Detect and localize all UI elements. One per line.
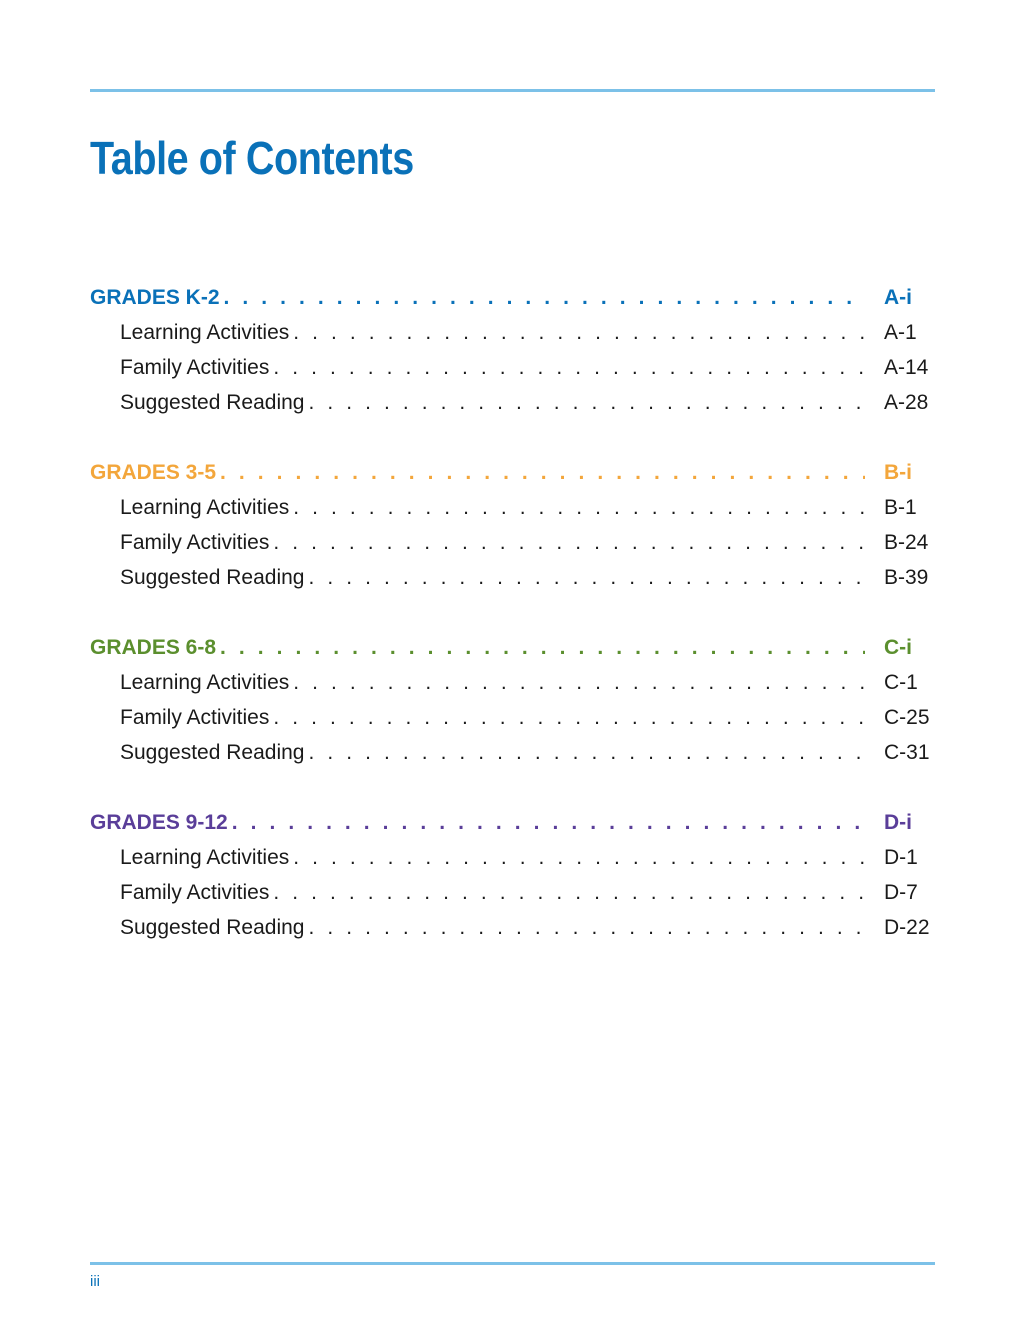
toc-page-number: D-i bbox=[884, 811, 912, 834]
toc-page-number: C-i bbox=[884, 636, 912, 659]
dot-leader bbox=[220, 630, 865, 665]
toc-heading-label: GRADES 9-12 bbox=[90, 811, 228, 834]
toc-entry-label: Suggested Reading bbox=[120, 566, 305, 589]
bottom-rule bbox=[90, 1262, 935, 1265]
toc-page-number: C-1 bbox=[884, 671, 918, 694]
toc-entry-family-activities[interactable]: Family Activities B-24 bbox=[90, 525, 935, 560]
dot-leader bbox=[273, 525, 865, 560]
dot-leader bbox=[293, 490, 865, 525]
toc-entry-label: Learning Activities bbox=[120, 671, 290, 694]
dot-leader bbox=[293, 665, 865, 700]
table-of-contents: GRADES K-2 A-i Learning Activities A-1 F… bbox=[90, 280, 935, 980]
toc-entry-suggested-reading[interactable]: Suggested Reading D-22 bbox=[90, 910, 935, 945]
toc-page-number: C-25 bbox=[884, 706, 930, 729]
page-folio: iii bbox=[90, 1273, 100, 1290]
toc-page-number: D-22 bbox=[884, 916, 930, 939]
toc-entry-label: Learning Activities bbox=[120, 846, 290, 869]
toc-entry-suggested-reading[interactable]: Suggested Reading C-31 bbox=[90, 735, 935, 770]
toc-entry-label: Family Activities bbox=[120, 881, 270, 904]
toc-entry-learning-activities[interactable]: Learning Activities B-1 bbox=[90, 490, 935, 525]
dot-leader bbox=[273, 700, 865, 735]
toc-entry-label: Suggested Reading bbox=[120, 916, 305, 939]
toc-entry-suggested-reading[interactable]: Suggested Reading A-28 bbox=[90, 385, 935, 420]
dot-leader bbox=[273, 350, 865, 385]
toc-entry-family-activities[interactable]: Family Activities A-14 bbox=[90, 350, 935, 385]
dot-leader bbox=[293, 315, 865, 350]
toc-page-number: A-14 bbox=[884, 356, 929, 379]
toc-entry-label: Family Activities bbox=[120, 706, 270, 729]
toc-heading-grades-k2[interactable]: GRADES K-2 A-i bbox=[90, 280, 935, 315]
toc-heading-label: GRADES 6-8 bbox=[90, 636, 217, 659]
toc-page-number: B-i bbox=[884, 461, 912, 484]
toc-page-number: B-24 bbox=[884, 531, 929, 554]
toc-entry-label: Suggested Reading bbox=[120, 741, 305, 764]
toc-page-number: A-1 bbox=[884, 321, 917, 344]
toc-page-number: B-1 bbox=[884, 496, 917, 519]
toc-page-number: C-31 bbox=[884, 741, 930, 764]
toc-entry-label: Learning Activities bbox=[120, 321, 290, 344]
toc-page-number: A-28 bbox=[884, 391, 929, 414]
dot-leader bbox=[220, 455, 865, 490]
toc-heading-grades-6-8[interactable]: GRADES 6-8 C-i bbox=[90, 630, 935, 665]
toc-page-number: B-39 bbox=[884, 566, 929, 589]
dot-leader bbox=[308, 385, 865, 420]
toc-section-grades-9-12: GRADES 9-12 D-i Learning Activities D-1 … bbox=[90, 805, 935, 945]
toc-entry-suggested-reading[interactable]: Suggested Reading B-39 bbox=[90, 560, 935, 595]
toc-heading-label: GRADES K-2 bbox=[90, 286, 220, 309]
dot-leader bbox=[308, 735, 865, 770]
toc-page-number: D-1 bbox=[884, 846, 918, 869]
toc-entry-label: Family Activities bbox=[120, 531, 270, 554]
dot-leader bbox=[273, 875, 865, 910]
toc-entry-label: Learning Activities bbox=[120, 496, 290, 519]
toc-heading-grades-9-12[interactable]: GRADES 9-12 D-i bbox=[90, 805, 935, 840]
toc-section-grades-6-8: GRADES 6-8 C-i Learning Activities C-1 F… bbox=[90, 630, 935, 770]
toc-entry-label: Suggested Reading bbox=[120, 391, 305, 414]
toc-entry-learning-activities[interactable]: Learning Activities C-1 bbox=[90, 665, 935, 700]
toc-page-number: A-i bbox=[884, 286, 912, 309]
dot-leader bbox=[308, 560, 865, 595]
dot-leader bbox=[308, 910, 865, 945]
dot-leader bbox=[293, 840, 865, 875]
toc-heading-label: GRADES 3-5 bbox=[90, 461, 217, 484]
toc-page-number: D-7 bbox=[884, 881, 918, 904]
toc-entry-learning-activities[interactable]: Learning Activities D-1 bbox=[90, 840, 935, 875]
toc-section-grades-3-5: GRADES 3-5 B-i Learning Activities B-1 F… bbox=[90, 455, 935, 595]
toc-entry-family-activities[interactable]: Family Activities D-7 bbox=[90, 875, 935, 910]
toc-entry-family-activities[interactable]: Family Activities C-25 bbox=[90, 700, 935, 735]
dot-leader bbox=[224, 280, 865, 315]
toc-entry-label: Family Activities bbox=[120, 356, 270, 379]
toc-heading-grades-3-5[interactable]: GRADES 3-5 B-i bbox=[90, 455, 935, 490]
dot-leader bbox=[232, 805, 865, 840]
toc-section-grades-k2: GRADES K-2 A-i Learning Activities A-1 F… bbox=[90, 280, 935, 420]
toc-entry-learning-activities[interactable]: Learning Activities A-1 bbox=[90, 315, 935, 350]
page-title: Table of Contents bbox=[90, 132, 414, 184]
top-rule bbox=[90, 89, 935, 92]
